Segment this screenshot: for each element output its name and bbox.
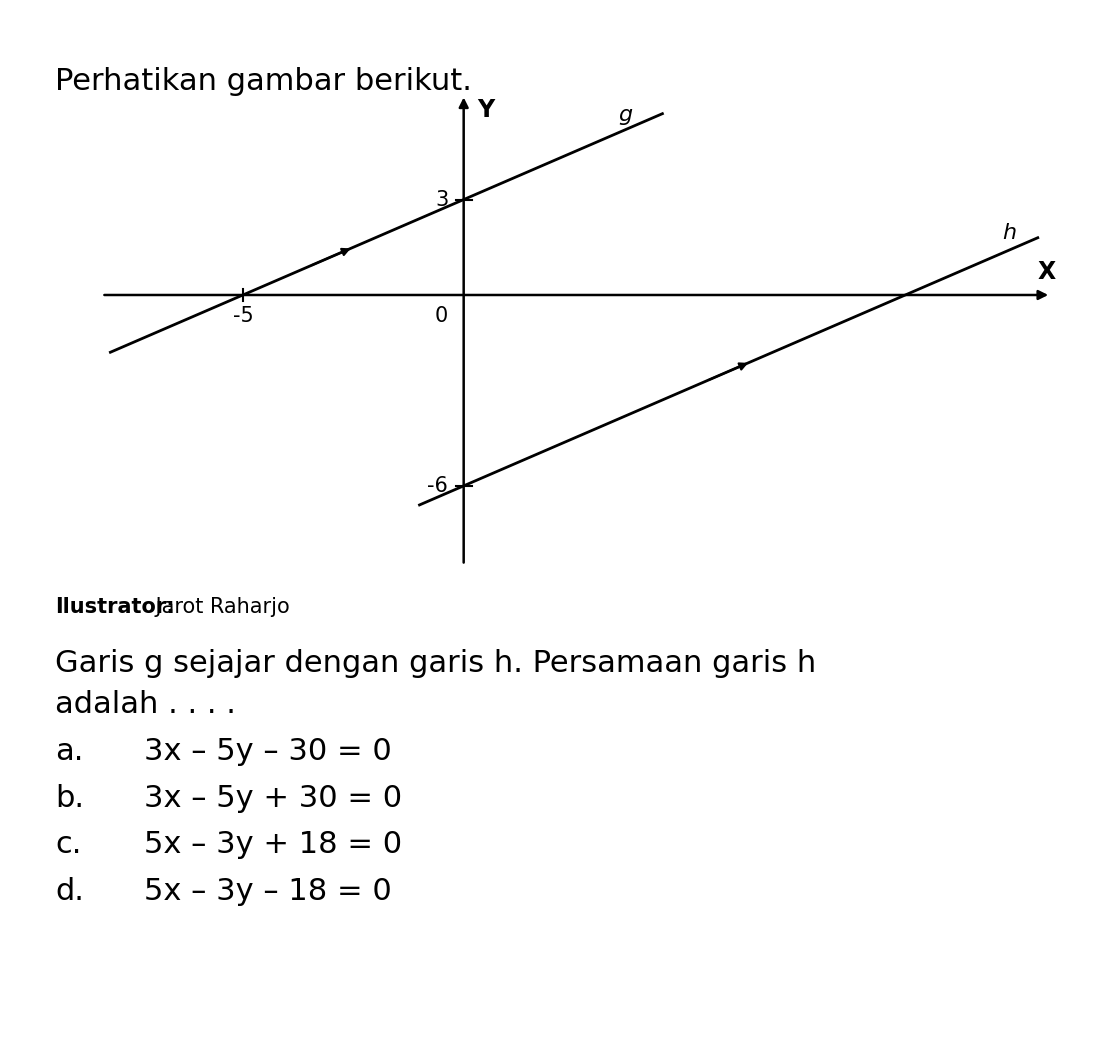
Text: Ilustrator:: Ilustrator: — [55, 597, 174, 617]
Text: -6: -6 — [427, 475, 448, 496]
Text: 3: 3 — [435, 190, 448, 210]
Text: adalah . . . .: adalah . . . . — [55, 690, 236, 719]
Text: g: g — [618, 105, 633, 125]
Text: 5x – 3y + 18 = 0: 5x – 3y + 18 = 0 — [144, 830, 402, 859]
Text: 5x – 3y – 18 = 0: 5x – 3y – 18 = 0 — [144, 877, 391, 906]
Text: c.: c. — [55, 830, 82, 859]
Text: 0: 0 — [435, 306, 448, 326]
Text: X: X — [1038, 260, 1057, 283]
Text: Perhatikan gambar berikut.: Perhatikan gambar berikut. — [55, 67, 473, 97]
Text: 3x – 5y + 30 = 0: 3x – 5y + 30 = 0 — [144, 784, 402, 813]
Text: Y: Y — [477, 98, 495, 121]
Text: h: h — [1002, 223, 1017, 244]
Text: Garis g sejajar dengan garis h. Persamaan garis h: Garis g sejajar dengan garis h. Persamaa… — [55, 649, 817, 678]
Text: b.: b. — [55, 784, 84, 813]
Text: d.: d. — [55, 877, 84, 906]
Text: a.: a. — [55, 737, 84, 766]
Text: -5: -5 — [233, 306, 253, 326]
Text: Jarot Raharjo: Jarot Raharjo — [149, 597, 289, 617]
Text: 3x – 5y – 30 = 0: 3x – 5y – 30 = 0 — [144, 737, 391, 766]
